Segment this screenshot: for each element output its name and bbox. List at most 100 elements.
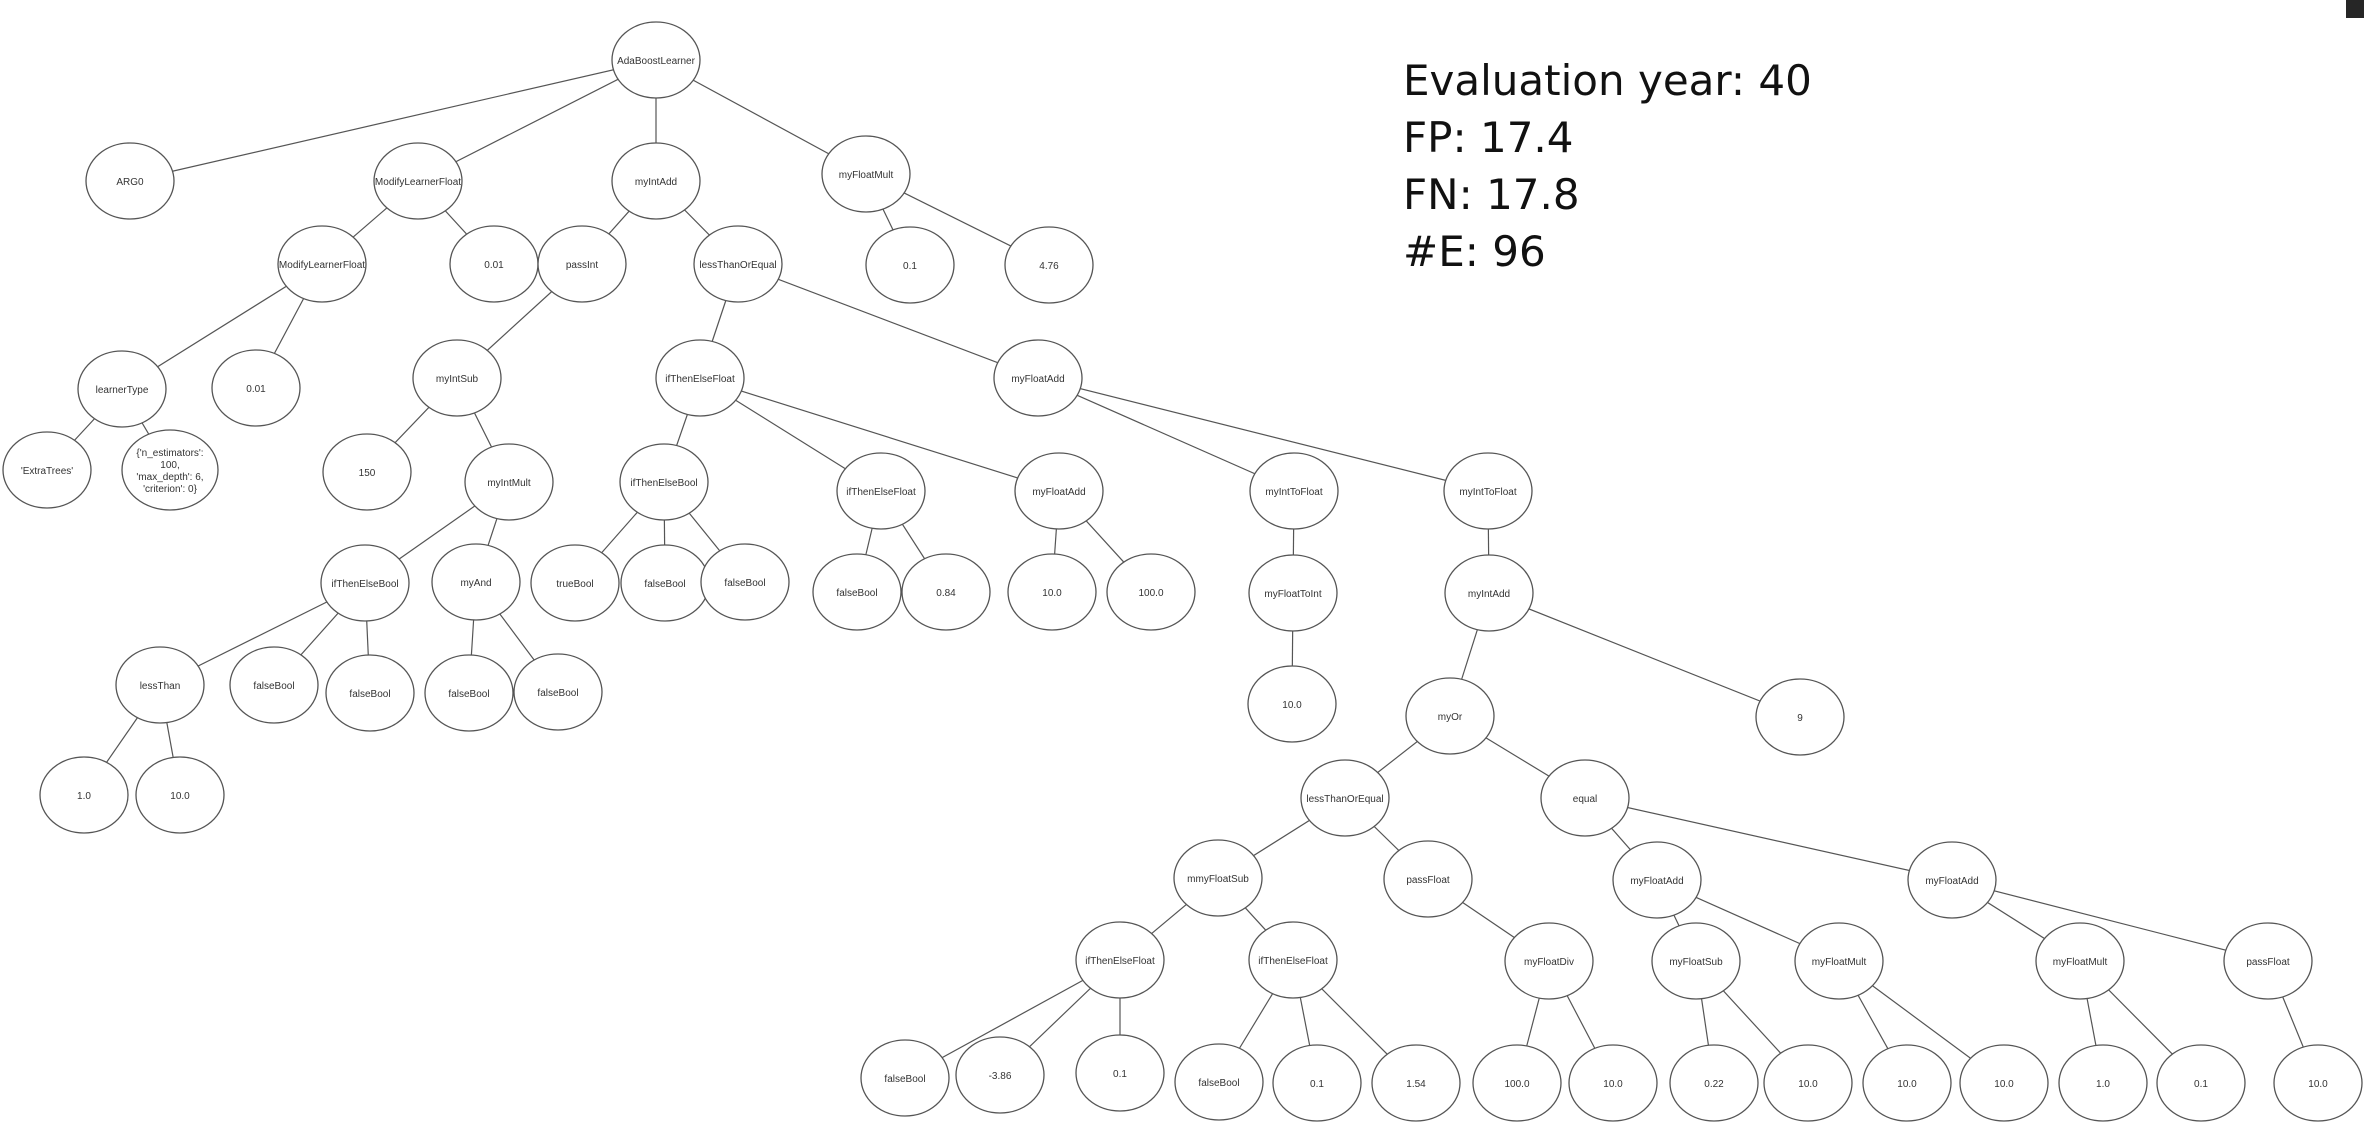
tree-node-iteb2: ifThenElseBool (320, 544, 410, 622)
tree-node-v084: 0.84 (901, 553, 991, 631)
tree-node-label: ModifyLearnerFloat (375, 177, 461, 188)
tree-node-intadd1: myIntAdd (611, 142, 701, 220)
tree-node-shape (412, 339, 502, 417)
tree-edge-root-mlf1 (417, 59, 657, 182)
tree-node-passf1: passFloat (1383, 840, 1473, 918)
tree-node-shape (2273, 1044, 2363, 1122)
tree-node-v100e: 10.0 (1763, 1044, 1853, 1122)
tree-node-shape (1612, 841, 1702, 919)
tree-node-label: -3.86 (989, 1071, 1012, 1082)
tree-node-shape (2058, 1044, 2148, 1122)
tree-node-v150: 150 (322, 433, 412, 511)
tree-node-shape (464, 443, 554, 521)
tree-node-shape (2, 431, 92, 509)
tree-node-itf1: myIntToFloat (1249, 452, 1339, 530)
corner-marker (2346, 0, 2364, 18)
tree-node-vn386: -3.86 (955, 1036, 1045, 1114)
tree-node-shape (211, 349, 301, 427)
tree-node-label: 0.84 (936, 588, 956, 599)
tree-node-label: falseBool (884, 1074, 925, 1085)
tree-node-label: myFloatAdd (1925, 876, 1978, 887)
tree-node-label: myAnd (460, 578, 491, 589)
tree-node-label: myFloatToInt (1264, 589, 1321, 600)
false-negatives-label: FN: 17.8 (1403, 170, 1580, 219)
tree-node-label: myFloatAdd (1630, 876, 1683, 887)
tree-node-shape (229, 646, 319, 724)
tree-node-label: myIntMult (487, 478, 531, 489)
tree-node-itef4: ifThenElseFloat (1248, 921, 1338, 999)
tree-node-shape (135, 756, 225, 834)
tree-node-label: myFloatMult (2053, 957, 2108, 968)
tree-node-label: 0.22 (1704, 1079, 1724, 1090)
tree-node-label: falseBool (724, 578, 765, 589)
tree-node-fb1: falseBool (620, 544, 710, 622)
tree-node-label: 10.0 (2308, 1079, 2328, 1090)
tree-node-label: 10.0 (1798, 1079, 1818, 1090)
tree-node-label: 1.0 (2096, 1079, 2110, 1090)
tree-node-fadd2: myFloatAdd (1014, 452, 1104, 530)
tree-node-root: AdaBoostLearner (611, 21, 701, 99)
edge-count-label: #E: 96 (1403, 227, 1546, 276)
tree-node-ltoe1: lessThanOrEqual (693, 225, 783, 303)
tree-node-extratrees: 'ExtraTrees' (2, 431, 92, 509)
tree-node-fb2: falseBool (700, 543, 790, 621)
tree-node-label: passFloat (1406, 875, 1450, 886)
tree-node-shape (812, 553, 902, 631)
tree-node-label: trueBool (556, 579, 593, 590)
false-positives-label: FP: 17.4 (1403, 113, 1574, 162)
tree-node-v01a: 0.1 (865, 226, 955, 304)
tree-node-label: falseBool (1198, 1078, 1239, 1089)
tree-node-v100c: 10.0 (135, 756, 225, 834)
tree-node-shape (1755, 678, 1845, 756)
tree-node-label: 4.76 (1039, 261, 1059, 272)
tree-node-shape (121, 429, 219, 511)
tree-node-shape (1540, 759, 1630, 837)
tree-node-intmult: myIntMult (464, 443, 554, 521)
tree-node-label: ifThenElseFloat (1085, 956, 1155, 967)
tree-node-shape (619, 443, 709, 521)
tree-node-label: lessThanOrEqual (1306, 794, 1383, 805)
tree-node-shape (85, 142, 175, 220)
tree-node-shape (955, 1036, 1045, 1114)
tree-node-itef1: ifThenElseFloat (655, 339, 745, 417)
tree-node-shape (1504, 922, 1594, 1000)
tree-node-label: passInt (566, 260, 598, 271)
tree-node-v01d: 0.1 (2156, 1044, 2246, 1122)
tree-node-shape (1248, 554, 1338, 632)
tree-node-shape (513, 653, 603, 731)
tree-edge-itef1-fadd2 (699, 377, 1060, 492)
tree-node-shape (1568, 1044, 1658, 1122)
tree-node-label: myOr (1438, 712, 1463, 723)
tree-node-iteb1: ifThenElseBool (619, 443, 709, 521)
tree-node-fb8: falseBool (860, 1039, 950, 1117)
tree-node-label: 150 (359, 468, 376, 479)
tree-node-shape (424, 654, 514, 732)
tree-node-fadd3: myFloatAdd (1612, 841, 1702, 919)
tree-node-passint: passInt (537, 225, 627, 303)
tree-node-v100a: 10.0 (1007, 553, 1097, 631)
tree-node-mmfsub: mmyFloatSub (1173, 839, 1263, 917)
tree-node-v9: 9 (1755, 678, 1845, 756)
tree-node-shape (39, 756, 129, 834)
tree-node-v476: 4.76 (1004, 226, 1094, 304)
tree-node-label: learnerType (96, 385, 149, 396)
tree-node-shape (322, 433, 412, 511)
tree-node-shape (1959, 1044, 2049, 1122)
tree-node-label: 'ExtraTrees' (21, 466, 73, 477)
tree-node-label: 1.54 (1406, 1079, 1426, 1090)
tree-node-shape (1075, 921, 1165, 999)
tree-node-label: ModifyLearnerFloat (279, 260, 365, 271)
tree-node-label: equal (1573, 794, 1597, 805)
tree-node-fb5: falseBool (325, 654, 415, 732)
tree-node-fmult2: myFloatMult (1794, 922, 1884, 1000)
tree-node-label: 0.1 (2194, 1079, 2208, 1090)
tree-node-myor: myOr (1405, 677, 1495, 755)
tree-node-label: myFloatSub (1669, 957, 1723, 968)
tree-edge-equal-fadd4 (1584, 797, 1953, 881)
tree-node-label: myFloatMult (1812, 957, 1867, 968)
tree-node-label: ifThenElseBool (630, 478, 697, 489)
tree-node-fti: myFloatToInt (1248, 554, 1338, 632)
tree-node-fb3: falseBool (812, 553, 902, 631)
tree-node-shape (1173, 839, 1263, 917)
tree-node-label: 10.0 (1994, 1079, 2014, 1090)
